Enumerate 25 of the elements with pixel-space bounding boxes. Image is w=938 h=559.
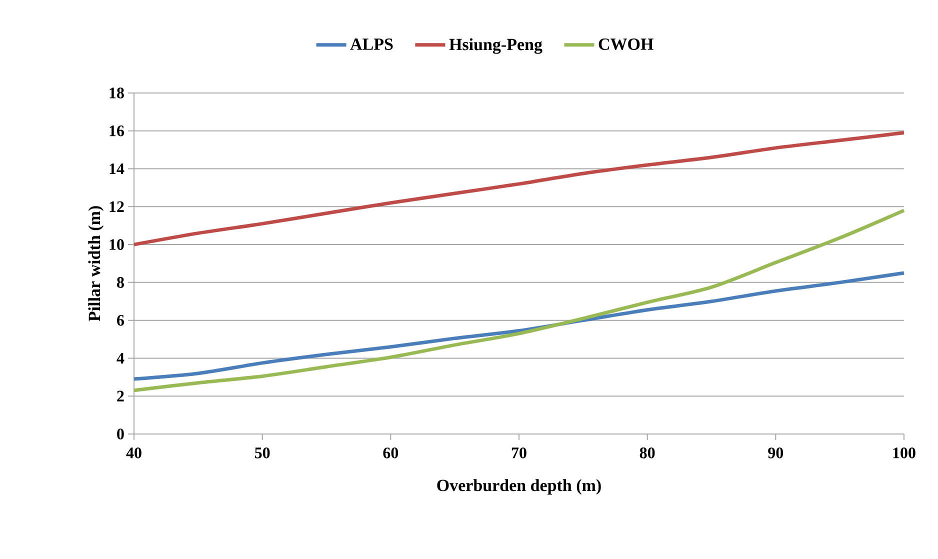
line-series bbox=[132, 271, 906, 381]
y-tick-label: 16 bbox=[110, 126, 124, 136]
x-tick-label: 60 bbox=[383, 448, 398, 458]
y-tick-label: 14 bbox=[110, 163, 124, 174]
x-tick-label: 90 bbox=[768, 448, 784, 458]
y-tick-label: 2 bbox=[117, 390, 124, 402]
y-tick-label: 8 bbox=[117, 277, 124, 288]
legend-label: ALPS bbox=[350, 38, 393, 50]
x-tick-label: 70 bbox=[512, 448, 526, 458]
y-tick-label: 18 bbox=[110, 88, 124, 98]
x-axis-title: Overburden depth (m) bbox=[437, 479, 601, 495]
y-tick-label: 10 bbox=[110, 239, 124, 250]
legend-label: Hsiung-Peng bbox=[449, 38, 542, 54]
y-axis-title: Pillar width (m) bbox=[88, 206, 104, 322]
y-tick-label: 4 bbox=[116, 352, 124, 364]
y-tick-label: 0 bbox=[117, 428, 124, 440]
line-series bbox=[132, 208, 906, 392]
y-tick-label: 6 bbox=[117, 314, 124, 326]
line-series bbox=[132, 131, 906, 246]
x-tick-label: 100 bbox=[893, 448, 916, 458]
legend-label: CWOH bbox=[598, 38, 654, 50]
x-tick-label: 50 bbox=[254, 448, 270, 458]
y-tick-label: 12 bbox=[110, 201, 124, 212]
x-tick-label: 80 bbox=[640, 448, 655, 458]
x-tick-label: 40 bbox=[126, 448, 142, 458]
